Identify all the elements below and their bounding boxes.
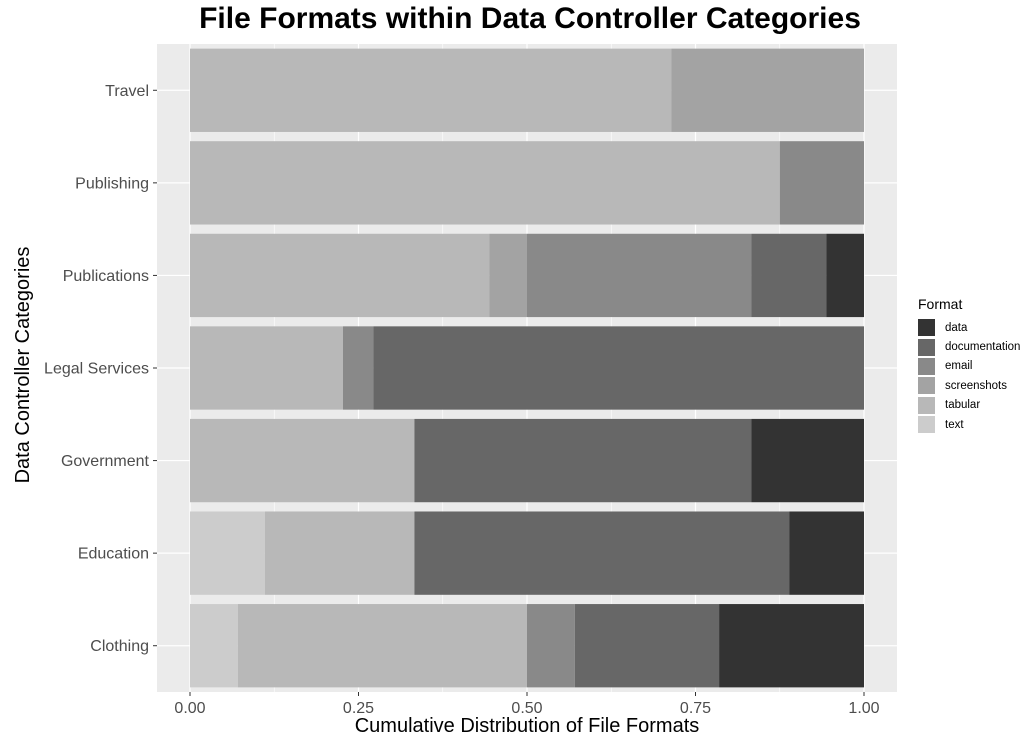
bar-segment-text: [190, 604, 238, 688]
legend-key-data: [918, 319, 935, 337]
y-tick-label: Publishing: [75, 175, 149, 192]
bar-segment-documentation: [414, 418, 752, 503]
legend-key-documentation: [918, 338, 935, 356]
bar-segment-documentation: [414, 511, 790, 595]
legend-item-tabular: tabular: [918, 396, 1020, 415]
bar-segment-tabular: [237, 604, 527, 688]
y-axis-title: Data Controller Categories: [12, 247, 34, 484]
x-tick-label: 1.00: [848, 700, 879, 717]
bar-segment-data: [719, 604, 864, 688]
legend-item-documentation: documentation: [918, 337, 1020, 356]
bar-segment-documentation: [373, 326, 864, 410]
bar-segment-screenshots: [489, 233, 527, 318]
y-tick-label: Education: [78, 546, 149, 563]
legend-key-text: [918, 416, 935, 434]
bar-segment-documentation: [751, 233, 827, 318]
bar-segment-text: [190, 511, 265, 595]
y-tick-label: Government: [61, 453, 150, 470]
legend-item-email: email: [918, 357, 1020, 376]
bar-segment-email: [342, 326, 374, 410]
legend-item-data: data: [918, 318, 1020, 337]
legend-key-tabular: [918, 396, 935, 414]
x-axis-title: Cumulative Distribution of File Formats: [355, 715, 700, 737]
bar-segment-tabular: [190, 48, 672, 132]
legend-title: Format: [918, 296, 963, 312]
legend-label: email: [945, 360, 973, 373]
bar-segment-documentation: [574, 604, 720, 688]
legend-item-screenshots: screenshots: [918, 376, 1020, 395]
x-tick-label: 0.25: [343, 700, 374, 717]
bar-segment-tabular: [190, 326, 343, 410]
legend-label: documentation: [945, 341, 1021, 354]
legend-label: data: [945, 321, 968, 334]
legend-label: screenshots: [945, 379, 1008, 392]
x-tick-label: 0.75: [680, 700, 711, 717]
y-tick-label: Publications: [63, 268, 149, 285]
legend-item-text: text: [918, 415, 1020, 434]
bar-segment-email: [527, 604, 575, 688]
legend: Format data documentation email screenshots…: [918, 296, 1020, 434]
bar-segment-data: [789, 511, 864, 595]
legend-label: text: [945, 418, 964, 431]
bar-segment-screenshots: [671, 48, 864, 132]
chart-title: File Formats within Data Controller Cate…: [199, 2, 861, 35]
y-tick-label: Travel: [105, 83, 149, 100]
legend-key-email: [918, 357, 935, 375]
legend-key-screenshots: [918, 377, 935, 395]
x-tick-label: 0.00: [174, 700, 205, 717]
bar-segment-tabular: [190, 233, 490, 318]
legend-items: data documentation email screenshots tabular…: [918, 318, 1020, 434]
bars: [190, 48, 864, 688]
x-axis: 0.00 0.25 0.50 0.75 1.00: [174, 692, 880, 717]
bar-segment-email: [779, 141, 864, 225]
bar-segment-data: [751, 418, 864, 503]
legend-label: tabular: [945, 399, 981, 412]
x-tick-label: 0.50: [511, 700, 542, 717]
bar-segment-data: [826, 233, 864, 318]
bar-segment-tabular: [264, 511, 415, 595]
bar-segment-tabular: [190, 141, 780, 225]
y-axis: Travel Publishing Publications Legal Servic…: [44, 83, 157, 655]
bar-segment-email: [527, 233, 752, 318]
bar-segment-tabular: [190, 418, 415, 503]
y-tick-label: Legal Services: [44, 361, 149, 378]
y-tick-label: Clothing: [90, 638, 149, 655]
